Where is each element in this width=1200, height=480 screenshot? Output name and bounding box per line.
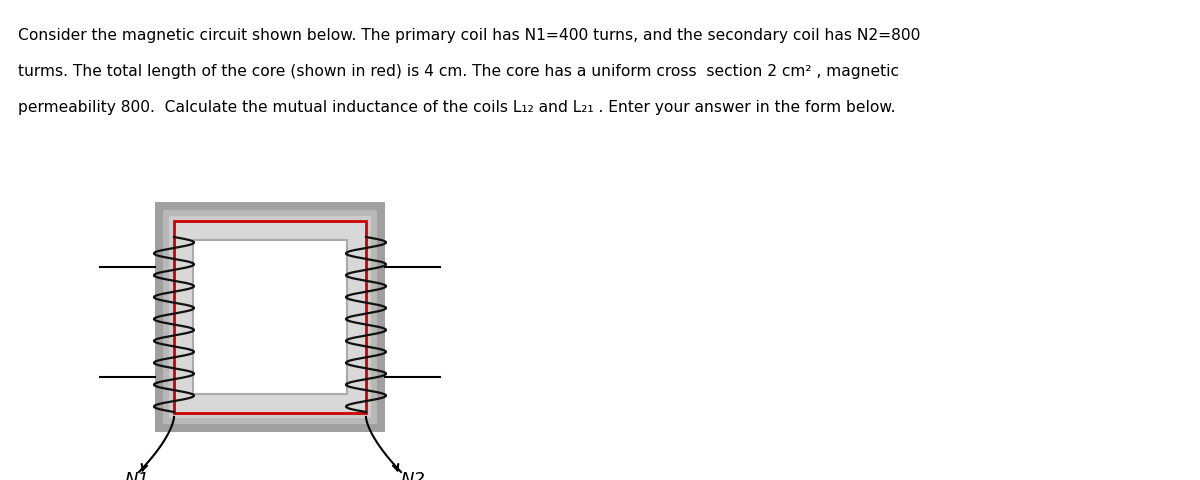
Bar: [169, 216, 371, 418]
Text: permeability 800.  Calculate the mutual inductance of the coils L₁₂ and L₂₁ . En: permeability 800. Calculate the mutual i…: [18, 100, 895, 115]
Bar: [163, 211, 377, 424]
Bar: [173, 220, 367, 414]
Bar: [174, 222, 366, 413]
Bar: [193, 240, 347, 394]
Text: Consider the magnetic circuit shown below. The primary coil has N1=400 turns, an: Consider the magnetic circuit shown belo…: [18, 28, 920, 43]
Bar: [193, 240, 347, 394]
Text: turms. The total length of the core (shown in red) is 4 cm. The core has a unifo: turms. The total length of the core (sho…: [18, 64, 899, 79]
Text: N2: N2: [401, 470, 426, 480]
Text: N1: N1: [125, 470, 150, 480]
Bar: [155, 203, 385, 432]
